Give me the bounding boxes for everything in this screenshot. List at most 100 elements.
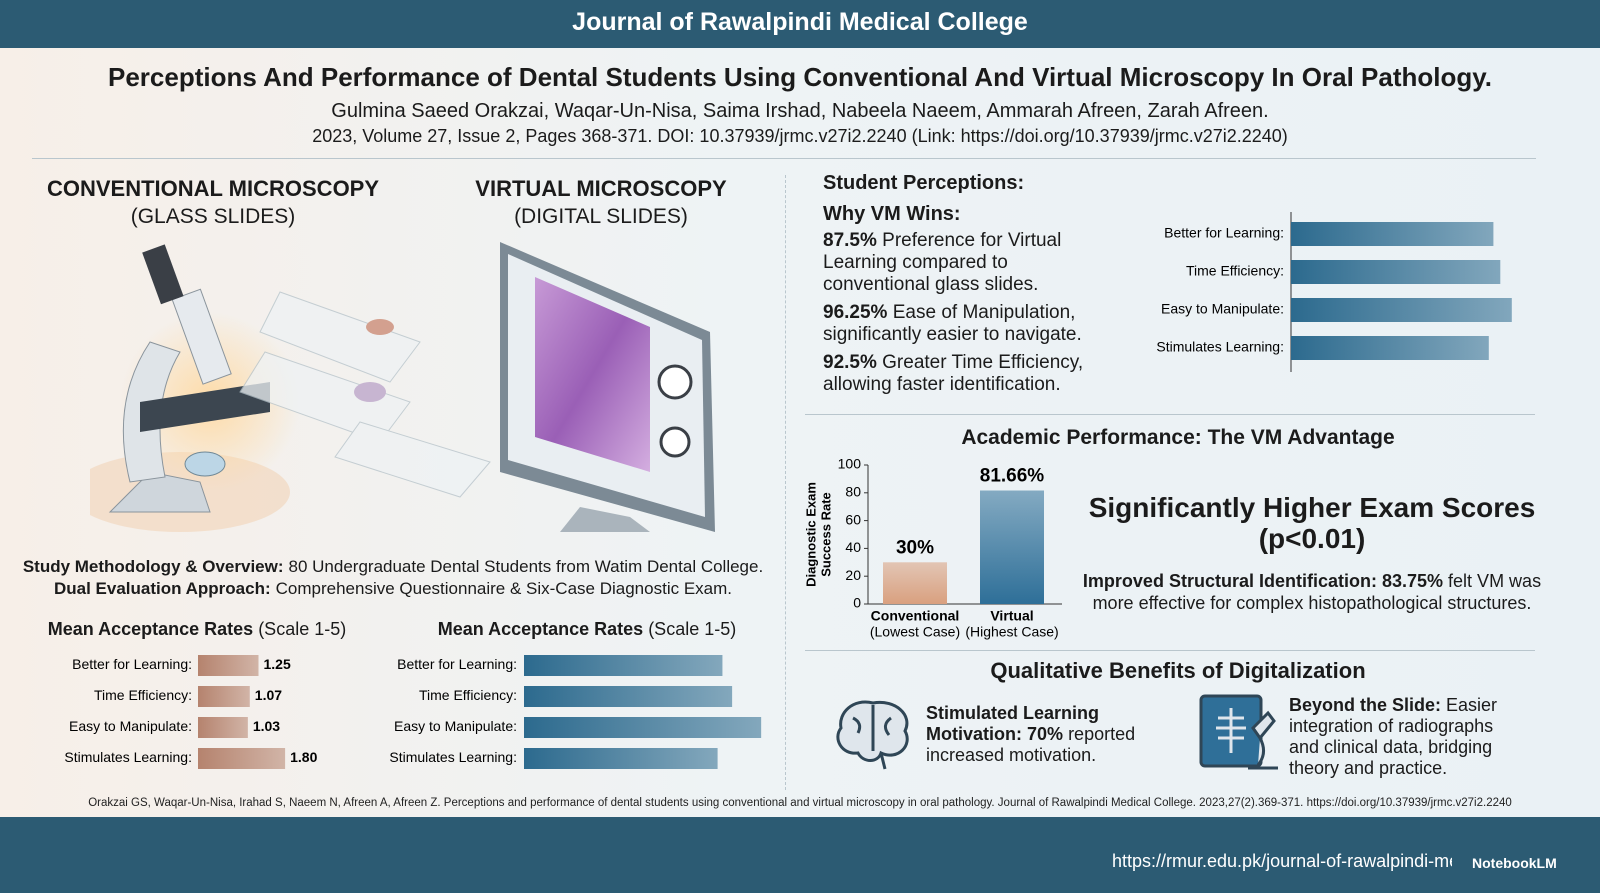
bar [1291,336,1489,360]
divider [32,158,1536,159]
bar [524,655,723,676]
stat: 92.5% [823,352,877,373]
label: Stimulated Learning Motivation: [926,703,1100,744]
chart: 0 20 40 60 80 100 Diagnostic Exam Success Rate 3… [803,456,1062,640]
headline: Significantly Higher Exam Scores [1088,492,1536,523]
microscope-tube [171,288,232,385]
perception: 92.5% Greater Time Efficiency, allowing … [823,352,1113,396]
x-tick-note: (Lowest Case) [870,624,960,640]
benefit: Stimulated Learning Motivation: 70% repo… [926,703,1156,766]
chart: Better for Learning: Time Efficiency: Easy… [1156,212,1512,372]
category-label: Easy to Manipulate: [394,718,517,734]
citation: 2023, Volume 27, Issue 2, Pages 368-371.… [312,126,1288,146]
y-tick-label: 80 [845,484,861,500]
category-label: Stimulates Learning: [389,749,517,765]
stat: 83.75% [1381,571,1444,591]
journal: Journal of Rawalpindi Medical College [572,8,1028,36]
methodology: Study Methodology & Overview: 80 Undergra… [0,556,786,600]
y-axis-label: Diagnostic Exam [803,482,818,587]
text: 80 Undergraduate Dental Students from Wa… [288,557,764,576]
y-tick-label: 40 [845,539,861,555]
chart: Better for Learning: 1.25 Time Efficiency:… [64,655,318,769]
value-label: 1.25 [264,656,291,672]
stat: 87.5% [823,230,877,251]
category-label: Easy to Manipulate: [69,718,192,734]
subheading: (DIGITAL SLIDES) [514,205,688,228]
title: Mean Acceptance Rates [437,619,644,639]
heading: Student Perceptions: [823,172,1025,194]
text: felt VM was more effective for complex h… [1092,571,1542,613]
category-label: Better for Learning: [1164,225,1284,241]
watermark: NotebookLM [1472,855,1557,871]
mirror [184,451,226,477]
divider [785,175,786,790]
benefit: Beyond the Slide: Easier integration of … [1289,695,1524,779]
bar [198,686,250,707]
category-label: Better for Learning: [397,656,517,672]
bar [883,562,947,604]
url[interactable]: https://rmur.edu.pk/journal-of-rawalpind… [1112,851,1452,871]
perception: 96.25% Ease of Manipulation, significant… [823,302,1113,346]
reference: Orakzai GS, Waqar-Un-Nisa, Irahad S, Nae… [88,797,1512,809]
tissue-image [535,277,650,472]
label: Dual Evaluation Approach: [54,579,271,598]
category-label: Time Efficiency: [1186,263,1284,279]
value-label: 1.03 [253,718,280,734]
title: Perceptions And Performance of Dental St… [108,62,1492,92]
finding: Improved Structural Identification: 83.7… [1080,570,1544,614]
stat: 70% [1027,724,1064,744]
subtitle: (Scale 1-5) [648,619,737,639]
y-tick-label: 100 [838,456,862,472]
text: Preference for Virtual Learning compared… [823,230,1062,295]
value-label: 30% [896,537,934,558]
perception-list: 87.5% Preference for Virtual Learning co… [823,230,1113,402]
significance: (p<0.01) [1258,523,1366,554]
text: Ease of Manipulation, significantly easi… [823,302,1082,345]
y-tick-label: 60 [845,511,861,527]
x-tick-note: (Highest Case) [965,624,1058,640]
bar [1291,222,1494,246]
chart-title: Mean Acceptance Rates (Scale 1-5) [17,619,377,640]
bar [1291,298,1512,322]
bar [198,655,259,676]
category-label: Time Efficiency: [419,687,517,703]
x-tick-label: Conventional [871,608,960,624]
y-tick-label: 20 [845,567,861,583]
heading: CONVENTIONAL MICROSCOPY [46,176,380,201]
chart-title: Academic Performance: The VM Advantage [961,426,1395,449]
top-bar [0,0,1600,48]
bar [980,490,1044,604]
authors: Gulmina Saeed Orakzai, Waqar-Un-Nisa, Sa… [331,100,1269,122]
divider [805,414,1535,415]
illustration [90,242,715,532]
label: Beyond the Slide: [1289,695,1442,715]
bar [198,748,286,769]
bar [524,717,762,738]
chart: Better for Learning: Time Efficiency: Easy… [389,655,762,769]
microscope-stage [140,382,270,432]
value-label: 81.66% [980,466,1045,487]
xray-icon [1199,694,1278,770]
divider [805,650,1535,651]
category-label: Stimulates Learning: [64,749,192,765]
bar [198,717,248,738]
stat: 96.25% [823,302,888,323]
value-label: 1.80 [290,749,317,765]
label: Improved Structural Identification: [1082,571,1377,591]
brain-icon [836,700,909,770]
text: Easier integration of radiographs and cl… [1289,695,1498,778]
category-label: Stimulates Learning: [1156,339,1284,355]
bar [1291,260,1501,284]
slides [239,291,491,498]
text: reported increased motivation. [926,724,1136,765]
subheading: Why VM Wins: [823,203,961,225]
subtitle: (Scale 1-5) [258,619,347,639]
heading: VIRTUAL MICROSCOPY [475,176,727,201]
heading: Qualitative Benefits of Digitalization [990,658,1366,683]
category-label: Easy to Manipulate: [1161,301,1284,317]
chart-title: Mean Acceptance Rates (Scale 1-5) [407,619,767,640]
monitor-stand [560,507,650,532]
text: Greater Time Efficiency, allowing faster… [823,352,1084,395]
methodology-line: Dual Evaluation Approach: Comprehensive Q… [0,578,786,600]
